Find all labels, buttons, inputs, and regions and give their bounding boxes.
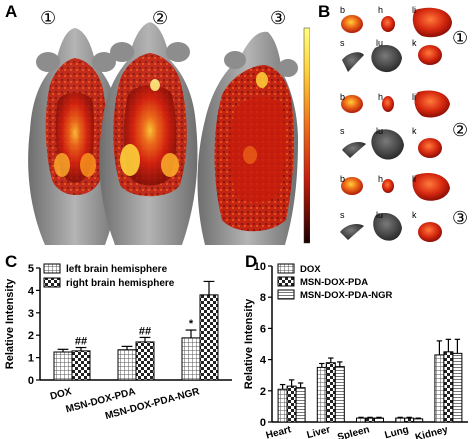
y-axis-label: Relative Intensity: [4, 278, 16, 369]
bar: [452, 352, 463, 423]
bar: [181, 337, 201, 381]
y-tick-label: 3: [28, 308, 34, 320]
bar: [395, 417, 406, 423]
bar: [443, 351, 454, 423]
organ-label-h-3: h: [378, 174, 384, 184]
y-tick-label: 2: [28, 330, 34, 342]
x-tick-label: Kidney: [414, 424, 449, 439]
y-tick-label: 4: [28, 285, 35, 297]
organ-label-lu-3: lu: [376, 210, 384, 220]
y-tick-label: 0: [28, 375, 34, 387]
organ-row-3: [340, 172, 450, 242]
bar: [277, 388, 288, 423]
organ-label-h-1: h: [378, 5, 384, 15]
panel-b-letter: B: [318, 2, 331, 21]
organ-label-li-3: li: [412, 174, 416, 184]
bar: [316, 366, 327, 423]
x-tick-label: Spleen: [336, 424, 371, 439]
colorbar: [303, 27, 310, 244]
panel-b-organs-image: [340, 7, 452, 242]
organ-label-b-3: b: [340, 174, 346, 184]
bar: [199, 294, 219, 381]
organ-label-li-1: li: [412, 5, 416, 15]
legend-label: right brain hemisphere: [66, 278, 175, 289]
y-tick-label: 1: [28, 353, 34, 365]
bar: [117, 349, 137, 381]
organ-label-lu-2: lu: [376, 126, 384, 136]
bar: [365, 417, 375, 423]
bar: [325, 362, 336, 423]
legend-label: MSN-DOX-PDA: [300, 277, 368, 288]
organ-label-s-3: s: [340, 210, 345, 220]
bar: [334, 366, 345, 423]
significance-marker: ##: [139, 325, 151, 337]
x-tick-label: Liver: [306, 424, 332, 439]
y-tick-label: 10: [254, 261, 266, 273]
mouse-1-label: ①: [40, 8, 57, 29]
organ-label-b-2: b: [340, 92, 346, 102]
organ-label-h-2: h: [378, 92, 384, 102]
bar: [286, 385, 297, 423]
organ-label-k-2: k: [412, 126, 417, 136]
panel-d-letter: D: [245, 252, 258, 271]
organ-label-s-1: s: [340, 38, 345, 48]
mouse-3-label: ③: [270, 8, 287, 29]
organ-group-2-number: ②: [452, 120, 469, 141]
bar: [356, 417, 366, 423]
bar: [374, 417, 384, 423]
mouse-2-label: ②: [152, 8, 169, 29]
organ-label-k-1: k: [412, 38, 417, 48]
organ-group-3-number: ③: [452, 208, 469, 229]
mouse-2: [99, 22, 198, 245]
organ-label-lu-1: lu: [376, 38, 384, 48]
bar: [71, 350, 91, 381]
bar: [135, 341, 155, 381]
x-tick-label: Heart: [265, 424, 293, 439]
organ-row-2: [341, 90, 450, 160]
bar: [53, 351, 73, 381]
bar: [413, 418, 424, 423]
bar: [295, 387, 306, 423]
legend-swatch: [277, 263, 295, 274]
panel-a-mice-image: [28, 22, 310, 245]
organ-label-b-1: b: [340, 5, 346, 15]
legend-label: MSN-DOX-PDA-NGR: [300, 290, 392, 301]
x-tick-label: Lung: [384, 424, 410, 439]
significance-marker: ##: [75, 336, 87, 348]
mouse-3: [197, 31, 298, 245]
y-tick-label: 0: [260, 417, 266, 429]
organ-label-li-2: li: [412, 92, 416, 102]
x-tick-label: DOX: [49, 386, 73, 402]
bar: [434, 354, 445, 423]
legend-swatch: [277, 289, 295, 300]
y-tick-label: 2: [260, 386, 266, 398]
legend-swatch: [43, 263, 61, 274]
panel-c-letter: C: [5, 252, 18, 271]
bar: [404, 417, 415, 423]
y-tick-label: 6: [260, 323, 266, 335]
panel-a-letter: A: [5, 2, 18, 21]
panel-d-chart: 0 2 4 6 8 10 Relative Intensity Heart Liver Splee…: [243, 261, 468, 439]
y-tick-label: 5: [28, 263, 34, 275]
significance-marker: *: [189, 318, 194, 330]
organ-label-s-2: s: [340, 126, 345, 136]
organ-row-1: [341, 7, 452, 73]
legend-label: left brain hemisphere: [66, 264, 168, 275]
legend-swatch: [43, 277, 61, 288]
organ-label-k-3: k: [412, 210, 417, 220]
organ-group-1-number: ①: [452, 28, 469, 49]
mouse-1: [28, 28, 122, 245]
y-axis-label: Relative Intensity: [243, 298, 255, 389]
y-tick-label: 8: [260, 292, 266, 304]
y-tick-label: 4: [260, 355, 267, 367]
legend-swatch: [277, 276, 295, 287]
legend-label: DOX: [300, 264, 321, 275]
